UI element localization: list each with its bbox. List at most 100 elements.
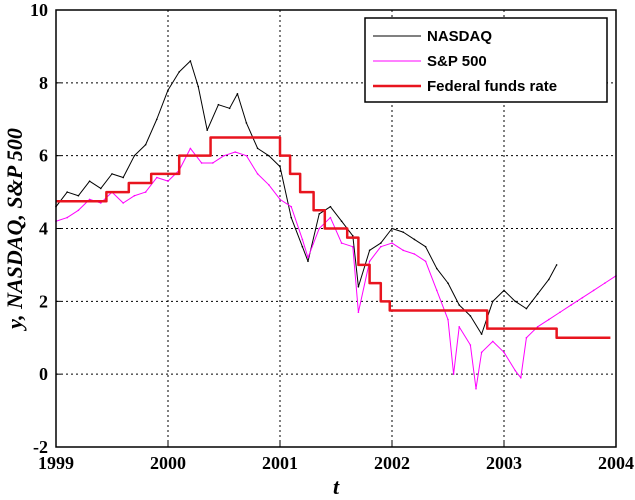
series-s-p-500-point bbox=[452, 373, 455, 375]
series-s-p-500-point bbox=[245, 154, 248, 157]
series-s-p-500-point bbox=[100, 202, 102, 204]
series-s-p-500-point bbox=[279, 198, 281, 201]
series-nasdaq-point bbox=[256, 147, 259, 150]
legend-label: S&P 500 bbox=[427, 53, 487, 70]
x-tick-label: 2002 bbox=[374, 453, 410, 473]
series-nasdaq-point bbox=[555, 264, 558, 266]
series-nasdaq-point bbox=[88, 180, 91, 182]
series-s-p-500-point bbox=[290, 205, 293, 208]
series-s-p-500-point bbox=[581, 296, 584, 299]
series-s-p-500-point bbox=[503, 351, 505, 354]
y-tick-label: 10 bbox=[30, 0, 48, 20]
series-nasdaq-point bbox=[144, 143, 147, 146]
series-layer bbox=[55, 60, 617, 390]
series-s-p-500-point bbox=[402, 249, 405, 252]
series-nasdaq-point bbox=[122, 176, 124, 179]
series-nasdaq-point bbox=[189, 60, 192, 62]
series-nasdaq-point bbox=[329, 205, 332, 208]
series-s-p-500-point bbox=[212, 162, 214, 164]
series-nasdaq-point bbox=[340, 220, 343, 223]
series-s-p-500-point bbox=[329, 216, 332, 219]
series-nasdaq-point bbox=[357, 285, 360, 288]
y-tick-label: 0 bbox=[39, 364, 48, 384]
series-s-p-500-point bbox=[514, 369, 516, 372]
series-nasdaq-point bbox=[245, 122, 248, 124]
series-nasdaq-point bbox=[469, 315, 472, 317]
x-tick-label: 2000 bbox=[150, 453, 186, 473]
series-s-p-500-point bbox=[391, 242, 393, 244]
series-s-p-500-point bbox=[156, 176, 158, 179]
series-s-p-500-point bbox=[520, 377, 522, 379]
y-tick-label: 6 bbox=[39, 146, 48, 166]
x-tick-label: 1999 bbox=[38, 453, 74, 473]
series-nasdaq-point bbox=[167, 89, 169, 91]
series-s-p-500-point bbox=[525, 336, 528, 339]
series-s-p-500-point bbox=[480, 351, 483, 354]
legend: NASDAQ S&P 500 Federal funds rate bbox=[364, 17, 608, 103]
x-tick-label: 2003 bbox=[486, 453, 522, 473]
series-s-p-500-point bbox=[223, 154, 225, 157]
series-nasdaq-point bbox=[156, 118, 158, 121]
series-nasdaq-point bbox=[279, 165, 281, 168]
series-nasdaq-point bbox=[206, 129, 208, 131]
series-s-p-500-point bbox=[447, 318, 449, 321]
series-nasdaq-point bbox=[352, 234, 354, 237]
series-s-p-500-point bbox=[469, 344, 472, 346]
series-nasdaq-point bbox=[380, 242, 382, 244]
series-s-p-500-point bbox=[475, 387, 477, 390]
y-tick-label: 8 bbox=[39, 73, 48, 93]
series-s-p-500-point bbox=[133, 194, 136, 197]
series-s-p-500-point bbox=[77, 209, 80, 212]
series-nasdaq-point bbox=[111, 173, 113, 175]
series-s-p-500-point bbox=[318, 227, 321, 230]
series-s-p-500-point bbox=[144, 191, 147, 193]
series-s-p-500-point bbox=[548, 318, 550, 321]
series-nasdaq-point bbox=[402, 231, 405, 233]
series-nasdaq-point bbox=[307, 260, 309, 263]
series-s-p-500-point bbox=[413, 253, 416, 255]
series-s-p-500-point bbox=[307, 256, 309, 259]
series-s-p-500-point bbox=[301, 238, 304, 241]
series-s-p-500-point bbox=[66, 216, 68, 219]
series-nasdaq-point bbox=[301, 245, 304, 248]
series-nasdaq-point bbox=[536, 293, 539, 295]
series-s-p-500-point bbox=[167, 180, 169, 182]
series-s-p-500-point bbox=[256, 173, 259, 175]
series-s-p-500-point bbox=[352, 245, 354, 248]
series-s-p-500-line bbox=[55, 147, 617, 390]
series-nasdaq-point bbox=[480, 333, 483, 335]
series-nasdaq-point bbox=[413, 238, 416, 241]
series-nasdaq-point bbox=[236, 92, 239, 95]
series-s-p-500-point bbox=[380, 245, 382, 248]
series-nasdaq-point bbox=[133, 154, 136, 157]
y-axis-label: y, NASDAQ, S&P 500 bbox=[2, 128, 27, 332]
series-s-p-500-point bbox=[570, 304, 572, 306]
series-s-p-500-point bbox=[368, 260, 371, 263]
series-s-p-500-point bbox=[200, 162, 203, 164]
y-tick-label: 4 bbox=[39, 219, 48, 239]
series-nasdaq-point bbox=[492, 300, 494, 303]
series-nasdaq-point bbox=[228, 107, 231, 110]
series-nasdaq-point bbox=[217, 103, 220, 106]
series-s-p-500-point bbox=[234, 151, 236, 153]
legend-label: Federal funds rate bbox=[427, 78, 557, 95]
series-s-p-500-point bbox=[436, 289, 438, 292]
series-nasdaq-line bbox=[55, 60, 558, 335]
y-tick-label: -2 bbox=[33, 437, 48, 457]
series-s-p-500-point bbox=[604, 282, 606, 284]
legend-box bbox=[364, 17, 608, 103]
legend-label: NASDAQ bbox=[427, 28, 492, 45]
series-nasdaq-point bbox=[197, 85, 200, 88]
series-nasdaq-point bbox=[178, 71, 180, 73]
series-nasdaq-point bbox=[548, 278, 550, 281]
series-nasdaq-point bbox=[391, 227, 393, 230]
series-s-p-500-point bbox=[424, 260, 427, 263]
series-nasdaq-point bbox=[525, 307, 528, 310]
series-nasdaq-point bbox=[318, 213, 321, 215]
series-nasdaq-point bbox=[503, 289, 505, 292]
series-s-p-500-point bbox=[536, 326, 539, 328]
series-s-p-500-point bbox=[492, 340, 494, 343]
series-s-p-500-point bbox=[357, 311, 360, 314]
x-axis-label: t bbox=[333, 474, 340, 499]
